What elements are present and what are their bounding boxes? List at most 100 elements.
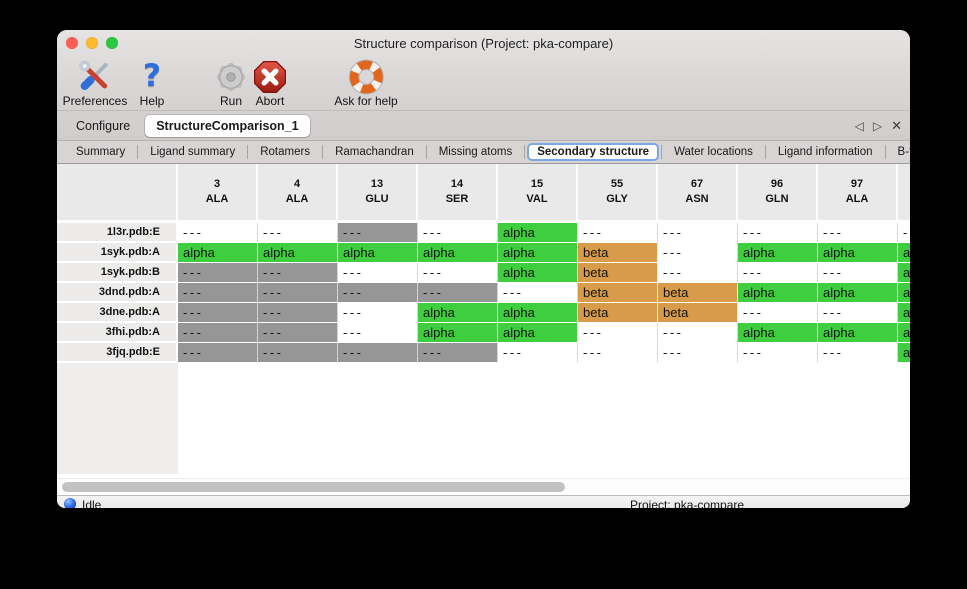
table-cell[interactable]: beta (578, 303, 658, 323)
secondary-structure-table: 3 ALA 4 ALA 13 GLU 14 SER 15 VAL 55 GLY 67 ASN 96 GLN 97… (57, 164, 910, 363)
table-cell[interactable]: --- (258, 283, 338, 303)
table-cell[interactable]: --- (498, 283, 578, 303)
run-button[interactable]: Run (213, 59, 249, 108)
minimize-window-button[interactable] (86, 37, 98, 49)
table-cell[interactable]: --- (658, 263, 738, 283)
table-cell[interactable]: --- (738, 263, 818, 283)
subtab-b-factors[interactable]: B-factors (897, 146, 910, 158)
table-cell[interactable]: alpha (498, 243, 578, 263)
table-cell[interactable]: --- (418, 343, 498, 363)
table-cell[interactable]: alpha (498, 303, 578, 323)
subtab-summary[interactable]: Summary (76, 146, 126, 158)
table-cell[interactable]: alpha (418, 243, 498, 263)
table-cell[interactable]: alpha (818, 283, 898, 303)
table-cell[interactable]: alpha (898, 243, 910, 263)
tab-configure[interactable]: Configure (76, 118, 131, 133)
table-cell[interactable]: alpha (498, 223, 578, 243)
table-cell[interactable]: --- (258, 303, 338, 323)
table-cell[interactable]: --- (258, 323, 338, 343)
subtab-ligand-information[interactable]: Ligand information (777, 146, 873, 158)
table-cell[interactable]: --- (338, 223, 418, 243)
table-cell[interactable]: alpha (738, 323, 818, 343)
table-cell[interactable]: --- (818, 343, 898, 363)
title-bar[interactable]: Structure comparison (Project: pka-compa… (57, 30, 910, 56)
tab-structurecomparison-1[interactable]: StructureComparison_1 (145, 114, 310, 137)
table-cell[interactable]: alpha (898, 303, 910, 323)
table-cell[interactable]: alpha (818, 243, 898, 263)
tab-next-icon[interactable]: ▷ (872, 118, 883, 133)
table-cell[interactable]: --- (658, 343, 738, 363)
subtab-rotamers[interactable]: Rotamers (260, 146, 311, 158)
help-button[interactable]: ? Help (140, 59, 165, 108)
table-cell[interactable]: --- (578, 323, 658, 343)
scrollbar-thumb[interactable] (62, 482, 565, 492)
tab-close-icon[interactable]: ✕ (891, 117, 902, 133)
project-label: Project: pka-compare (630, 498, 745, 508)
table-cell[interactable]: beta (658, 303, 738, 323)
tab-prev-icon[interactable]: ◁ (854, 118, 864, 133)
table-cell[interactable]: alpha (818, 323, 898, 343)
table-cell[interactable]: beta (578, 243, 658, 263)
table-cell[interactable]: alpha (898, 263, 910, 283)
table-cell[interactable]: --- (178, 343, 258, 363)
table-cell[interactable]: --- (338, 323, 418, 343)
abort-button[interactable]: Abort (252, 59, 288, 108)
table-cell[interactable]: --- (418, 263, 498, 283)
table-cell[interactable]: alpha (498, 323, 578, 343)
table-cell[interactable]: alpha (898, 283, 910, 303)
table-cell[interactable]: alpha (898, 343, 910, 363)
table-cell[interactable]: alpha (738, 283, 818, 303)
table-cell[interactable]: beta (578, 283, 658, 303)
table-cell[interactable]: beta (658, 283, 738, 303)
table-cell[interactable]: --- (338, 343, 418, 363)
table-cell[interactable]: alpha (738, 243, 818, 263)
ask-for-help-button[interactable]: Ask for help (334, 59, 398, 108)
table-cell[interactable]: --- (498, 343, 578, 363)
close-window-button[interactable] (66, 37, 78, 49)
table-cell[interactable]: beta (578, 263, 658, 283)
table-cell[interactable]: --- (658, 323, 738, 343)
table-cell[interactable]: --- (338, 263, 418, 283)
preferences-button[interactable]: Preferences (63, 59, 127, 108)
table-cell[interactable]: --- (258, 263, 338, 283)
table-cell[interactable]: --- (578, 223, 658, 243)
table-cell[interactable]: --- (258, 223, 338, 243)
table-cell[interactable]: alpha (418, 323, 498, 343)
table-cell[interactable]: --- (338, 303, 418, 323)
table-cell[interactable]: --- (338, 283, 418, 303)
horizontal-scrollbar[interactable] (57, 478, 910, 495)
column-header (898, 164, 910, 223)
subtab-secondary-structure[interactable]: Secondary structure (527, 143, 660, 161)
table-cell[interactable]: --- (898, 223, 910, 243)
table-cell[interactable]: alpha (258, 243, 338, 263)
table-cell[interactable]: alpha (498, 263, 578, 283)
table-cell[interactable]: --- (658, 223, 738, 243)
subtab-water-locations[interactable]: Water locations (674, 146, 753, 158)
table-cell[interactable]: --- (418, 223, 498, 243)
table-cell[interactable]: alpha (418, 303, 498, 323)
table-cell[interactable]: --- (818, 263, 898, 283)
table-cell[interactable]: --- (258, 343, 338, 363)
table-cell[interactable]: --- (738, 343, 818, 363)
zoom-window-button[interactable] (106, 37, 118, 49)
table-cell[interactable]: --- (418, 283, 498, 303)
table-cell[interactable]: --- (658, 243, 738, 263)
table-cell[interactable]: --- (818, 303, 898, 323)
table-cell[interactable]: --- (178, 283, 258, 303)
table-cell[interactable]: --- (738, 223, 818, 243)
table-cell[interactable]: --- (818, 223, 898, 243)
subtab-missing-atoms[interactable]: Missing atoms (438, 146, 513, 158)
table-cell[interactable]: --- (738, 303, 818, 323)
stop-x-icon (252, 59, 288, 95)
subtab-ligand-summary[interactable]: Ligand summary (150, 146, 236, 158)
table-cell[interactable]: --- (178, 223, 258, 243)
table-cell[interactable]: --- (578, 343, 658, 363)
table-cell[interactable]: alpha (178, 243, 258, 263)
table-cell[interactable]: alpha (898, 323, 910, 343)
table-cell[interactable]: --- (178, 263, 258, 283)
table-cell[interactable]: --- (178, 323, 258, 343)
table-cell[interactable]: alpha (338, 243, 418, 263)
table-cell[interactable]: --- (178, 303, 258, 323)
subtab-ramachandran[interactable]: Ramachandran (335, 146, 414, 158)
status-indicator-icon (64, 498, 76, 508)
